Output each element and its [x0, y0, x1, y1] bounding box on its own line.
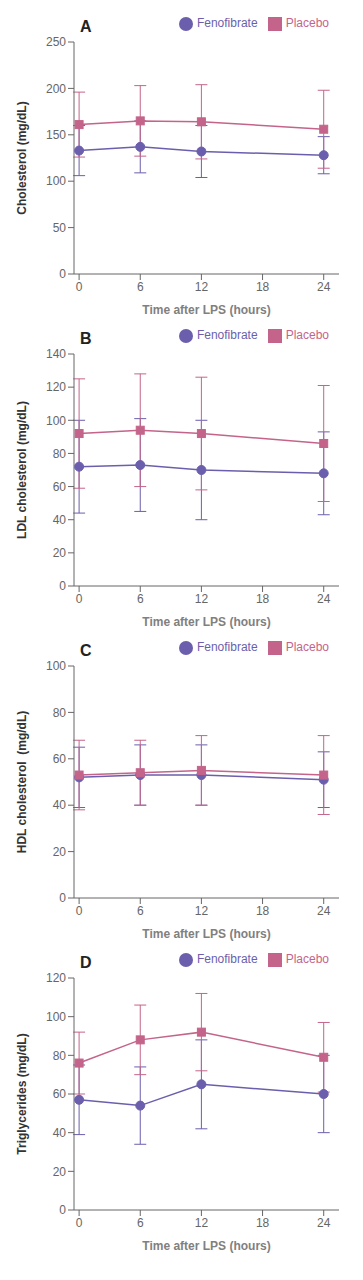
svg-text:Triglycerides (mg/dL): Triglycerides (mg/dL): [15, 1033, 29, 1154]
svg-text:20: 20: [53, 845, 67, 859]
svg-text:12: 12: [195, 592, 209, 606]
svg-text:18: 18: [256, 1216, 270, 1230]
html-text:Fenofibrate: Fenofibrate: [196, 640, 258, 654]
svg-text:12: 12: [195, 1216, 209, 1230]
svg-text:HDL cholesterol (mg/dL): HDL cholesterol (mg/dL): [15, 711, 29, 853]
svg-text:12: 12: [195, 280, 209, 294]
svg-text:100: 100: [46, 659, 66, 673]
svg-text:Time after LPS (hours): Time after LPS (hours): [142, 303, 270, 317]
html-text:Placebo: Placebo: [285, 640, 329, 654]
svg-text:200: 200: [46, 82, 66, 96]
svg-text:Time after LPS (hours): Time after LPS (hours): [142, 927, 270, 941]
svg-text:12: 12: [195, 904, 209, 918]
svg-text:40: 40: [53, 798, 67, 812]
svg-text:250: 250: [46, 35, 66, 49]
svg-text:Time after LPS (hours): Time after LPS (hours): [142, 1239, 270, 1253]
html-text:Placebo: Placebo: [285, 16, 329, 30]
svg-text:0: 0: [76, 280, 83, 294]
html-text:Fenofibrate: Fenofibrate: [196, 16, 258, 30]
svg-text:40: 40: [53, 513, 67, 527]
svg-text:40: 40: [53, 1126, 67, 1140]
svg-text:150: 150: [46, 128, 66, 142]
svg-text:0: 0: [76, 1216, 83, 1230]
svg-text:50: 50: [53, 221, 67, 235]
svg-text:18: 18: [256, 592, 270, 606]
svg-text:60: 60: [53, 1087, 67, 1101]
svg-text:6: 6: [137, 904, 144, 918]
html-text:B: B: [80, 330, 92, 347]
svg-text:60: 60: [53, 752, 67, 766]
svg-text:20: 20: [53, 1165, 67, 1179]
html-text:Fenofibrate: Fenofibrate: [196, 952, 258, 966]
svg-text:0: 0: [59, 1203, 66, 1217]
svg-text:LDL cholesterol (mg/dL): LDL cholesterol (mg/dL): [15, 401, 29, 539]
svg-text:80: 80: [53, 706, 67, 720]
svg-text:24: 24: [317, 1216, 331, 1230]
html-text:A: A: [80, 18, 92, 35]
svg-text:80: 80: [53, 1049, 67, 1063]
svg-text:140: 140: [46, 347, 66, 361]
html-text:Placebo: Placebo: [285, 328, 329, 342]
svg-text:80: 80: [53, 447, 67, 461]
html-text:D: D: [80, 954, 92, 971]
svg-text:18: 18: [256, 280, 270, 294]
svg-text:18: 18: [256, 904, 270, 918]
svg-text:6: 6: [137, 280, 144, 294]
svg-text:0: 0: [59, 267, 66, 281]
svg-text:120: 120: [46, 380, 66, 394]
svg-text:0: 0: [59, 891, 66, 905]
html-text:Fenofibrate: Fenofibrate: [196, 328, 258, 342]
svg-text:0: 0: [59, 579, 66, 593]
svg-text:6: 6: [137, 592, 144, 606]
svg-text:100: 100: [46, 414, 66, 428]
svg-text:Cholesterol (mg/dL): Cholesterol (mg/dL): [15, 101, 29, 214]
svg-text:0: 0: [76, 904, 83, 918]
svg-text:24: 24: [317, 280, 331, 294]
svg-text:24: 24: [317, 904, 331, 918]
svg-text:100: 100: [46, 1010, 66, 1024]
svg-text:24: 24: [317, 592, 331, 606]
svg-text:Time after LPS (hours): Time after LPS (hours): [142, 615, 270, 629]
html-text:Placebo: Placebo: [285, 952, 329, 966]
svg-text:60: 60: [53, 480, 67, 494]
svg-text:20: 20: [53, 546, 67, 560]
html-text:C: C: [80, 642, 92, 659]
svg-text:120: 120: [46, 971, 66, 985]
svg-text:100: 100: [46, 174, 66, 188]
svg-text:0: 0: [76, 592, 83, 606]
svg-text:6: 6: [137, 1216, 144, 1230]
